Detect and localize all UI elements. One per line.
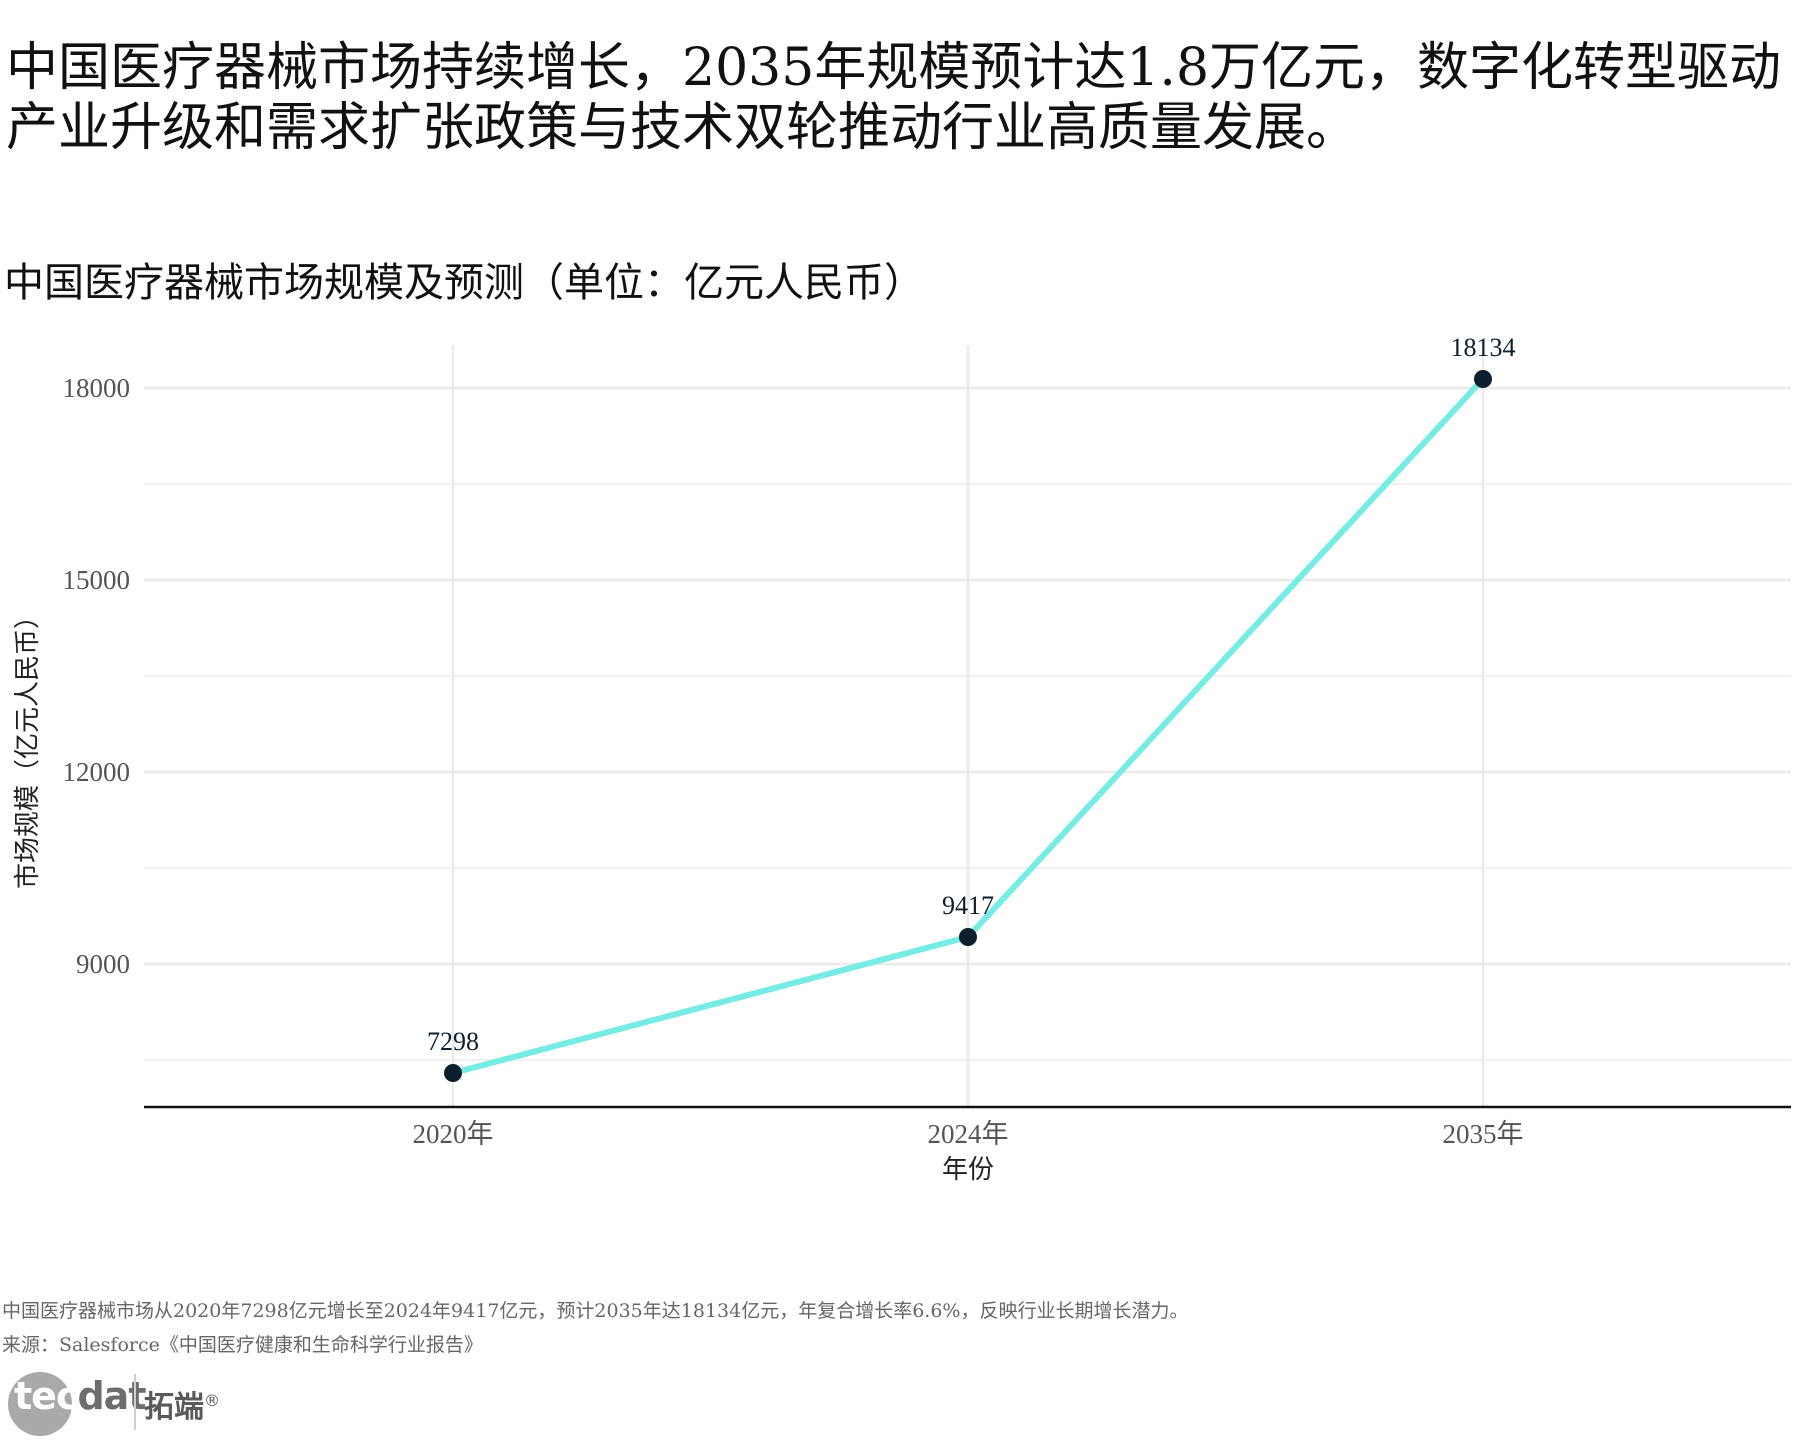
major-gridlines: [144, 345, 1791, 1106]
x-axis-title: 年份: [942, 1155, 994, 1185]
y-tick-label: 9000: [76, 949, 130, 979]
logo-divider: [134, 1374, 136, 1430]
tecdat-logo: tecdat 拓端®: [4, 1366, 244, 1436]
chart-title: 中国医疗器械市场规模及预测（单位：亿元人民币）: [4, 260, 924, 306]
x-tick-label: 2024年: [928, 1119, 1009, 1149]
y-tick-label: 12000: [63, 757, 131, 787]
data-point: [959, 928, 977, 946]
y-axis-title: 市场规模（亿元人民币）: [13, 603, 43, 889]
data-label: 9417: [942, 891, 994, 920]
chart-source: 来源：Salesforce《中国医疗健康和生命科学行业报告》: [2, 1334, 483, 1356]
data-label: 18134: [1451, 333, 1516, 362]
x-tick-label: 2035年: [1443, 1119, 1524, 1149]
logo-chinese: 拓端®: [144, 1382, 220, 1426]
y-tick-label: 15000: [63, 565, 131, 595]
chart-description: 中国医疗器械市场从2020年7298亿元增长至2024年9417亿元，预计203…: [2, 1300, 1189, 1322]
data-point: [444, 1064, 462, 1082]
logo-circle-icon: [8, 1372, 72, 1436]
logo-wordmark: tecdat: [14, 1374, 146, 1418]
logo-chinese-text: 拓端: [144, 1390, 204, 1425]
x-tick-label: 2020年: [413, 1119, 494, 1149]
logo-wordmark-tec: tec: [14, 1374, 78, 1418]
data-label: 7298: [427, 1027, 479, 1056]
y-tick-label: 18000: [63, 373, 131, 403]
data-point: [1474, 370, 1492, 388]
registered-mark: ®: [204, 1391, 220, 1410]
headline: 中国医疗器械市场持续增长，2035年规模预计达1.8万亿元，数字化转型驱动产业升…: [6, 38, 1782, 158]
